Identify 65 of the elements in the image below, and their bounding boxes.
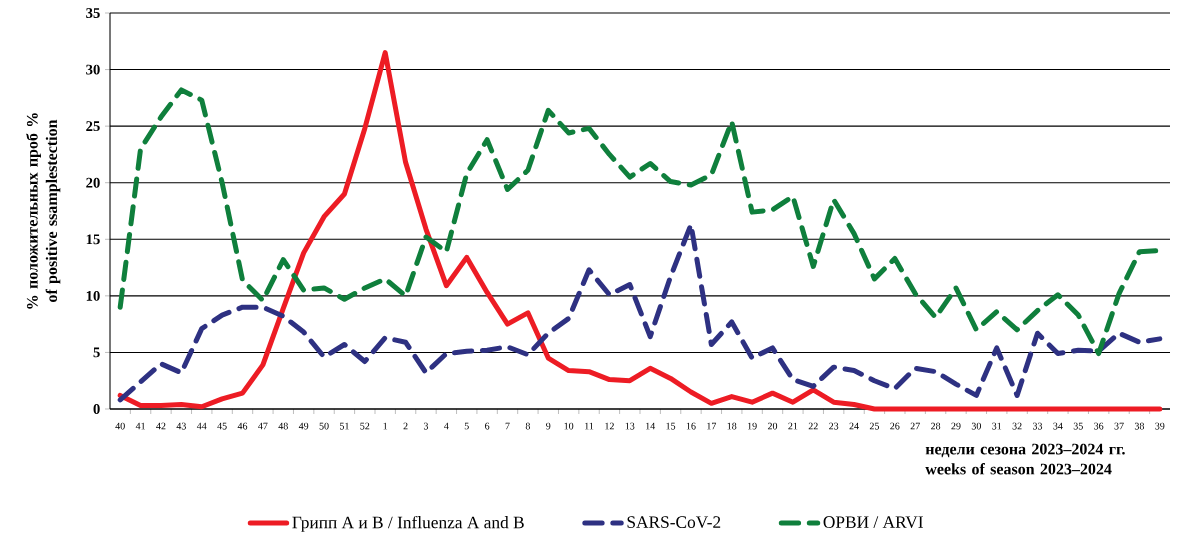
x-tick-label: 31 — [992, 422, 1002, 430]
y-tick-label: 15 — [86, 234, 100, 245]
x-tick-label: 38 — [1134, 422, 1145, 430]
x-tick-label: 11 — [585, 422, 594, 430]
x-tick-label: 3 — [423, 422, 429, 430]
x-axis-title: недели сезона 2023–2024 гг. weeks of season 2023–2024 — [925, 443, 1125, 475]
x-tick-label: 23 — [829, 422, 839, 430]
y-tick-label: 35 — [86, 8, 100, 18]
x-tick-label: 36 — [1094, 422, 1104, 430]
x-tick-label: 9 — [546, 422, 551, 430]
x-tick-label: 26 — [890, 422, 900, 430]
x-tick-label: 35 — [1073, 422, 1083, 430]
x-tick-label: 20 — [767, 422, 778, 430]
x-tick-label: 1 — [383, 422, 388, 430]
y-tick-label: 10 — [86, 290, 100, 301]
x-tick-label: 34 — [1053, 422, 1063, 430]
x-tick-label: 27 — [910, 422, 920, 430]
x-tick-label: 25 — [869, 422, 880, 430]
x-tick-label: 29 — [951, 422, 961, 430]
x-tick-label: 44 — [196, 422, 207, 430]
x-tick-label: 40 — [115, 422, 125, 430]
x-tick-label: 50 — [319, 422, 329, 430]
x-tick-label: 43 — [176, 422, 186, 430]
x-tick-label: 17 — [707, 422, 717, 430]
y-tick-label: 30 — [86, 64, 100, 75]
x-tick-label: 15 — [666, 422, 676, 430]
x-tick-label: 37 — [1114, 422, 1124, 430]
x-tick-label: 7 — [505, 422, 510, 430]
x-tick-label: 33 — [1032, 422, 1043, 430]
legend-label: Грипп А и В / Influenza A and B — [292, 515, 524, 532]
x-tick-label: 8 — [525, 422, 531, 430]
x-tick-label: 49 — [298, 422, 309, 430]
x-tick-label: 21 — [788, 422, 798, 430]
x-tick-label: 48 — [278, 422, 288, 430]
y-tick-label: 20 — [86, 177, 100, 188]
x-tick-label: 47 — [258, 422, 268, 430]
y-tick-label: 0 — [93, 404, 100, 414]
x-tick-label: 14 — [646, 422, 656, 430]
x-tick-label: 19 — [748, 422, 757, 430]
x-tick-label: 4 — [444, 422, 449, 430]
x-tick-label: 41 — [135, 422, 145, 430]
x-tick-label: 39 — [1155, 422, 1165, 430]
x-tick-label: 22 — [808, 422, 818, 430]
x-tick-label: 32 — [1012, 422, 1022, 430]
x-tick-label: 46 — [237, 422, 248, 430]
x-tick-label: 13 — [625, 422, 635, 430]
legend-label: SARS-CoV-2 — [627, 516, 721, 529]
y-tick-label: 5 — [93, 347, 100, 358]
x-tick-label: 24 — [849, 422, 859, 430]
legend-label: ОРВИ / ARVI — [823, 516, 923, 529]
x-tick-label: 45 — [217, 422, 227, 430]
x-tick-label: 10 — [564, 422, 574, 430]
y-tick-label: 25 — [86, 121, 100, 132]
x-tick-label: 16 — [686, 422, 696, 430]
x-tick-label: 12 — [605, 422, 614, 430]
x-tick-label: 52 — [360, 422, 370, 430]
x-tick-label: 28 — [931, 422, 941, 430]
x-tick-label: 6 — [485, 422, 490, 430]
x-tick-label: 42 — [156, 422, 166, 430]
x-tick-label: 5 — [464, 422, 469, 430]
x-tick-label: 18 — [727, 422, 737, 430]
x-tick-label: 30 — [971, 422, 981, 430]
x-tick-label: 2 — [403, 422, 408, 430]
y-axis-title: % положительных проб % of positive ssamplestection — [26, 113, 61, 309]
x-tick-label: 51 — [340, 422, 349, 430]
